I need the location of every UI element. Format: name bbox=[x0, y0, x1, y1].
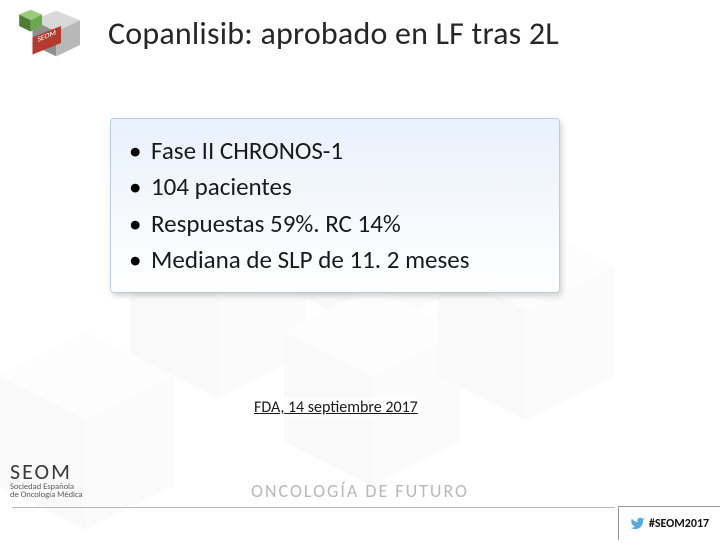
bullet-item: 104 pacientes bbox=[151, 169, 543, 205]
bullet-item: Respuestas 59%. RC 14% bbox=[151, 206, 543, 242]
bullet-item: Mediana de SLP de 11. 2 meses bbox=[151, 242, 543, 278]
seom-logo-top: SEOM bbox=[4, 6, 99, 76]
hashtag-box: #SEOM2017 bbox=[618, 506, 720, 540]
bullet-item: Fase II CHRONOS-1 bbox=[151, 133, 543, 169]
hashtag-text: #SEOM2017 bbox=[649, 517, 709, 531]
footer-rule bbox=[12, 507, 615, 508]
slide-title: Copanlisib: aprobado en LF tras 2L bbox=[108, 14, 716, 53]
content-box: Fase II CHRONOS-1 104 pacientes Respuest… bbox=[110, 118, 560, 293]
citation-text: FDA, 14 septiembre 2017 bbox=[252, 398, 420, 417]
footer-center-text: ONCOLOGÍA DE FUTURO bbox=[0, 480, 720, 502]
footer: SEOM Sociedad Española de Oncología Médi… bbox=[0, 438, 720, 540]
twitter-icon bbox=[630, 516, 645, 531]
bullet-list: Fase II CHRONOS-1 104 pacientes Respuest… bbox=[151, 133, 543, 278]
